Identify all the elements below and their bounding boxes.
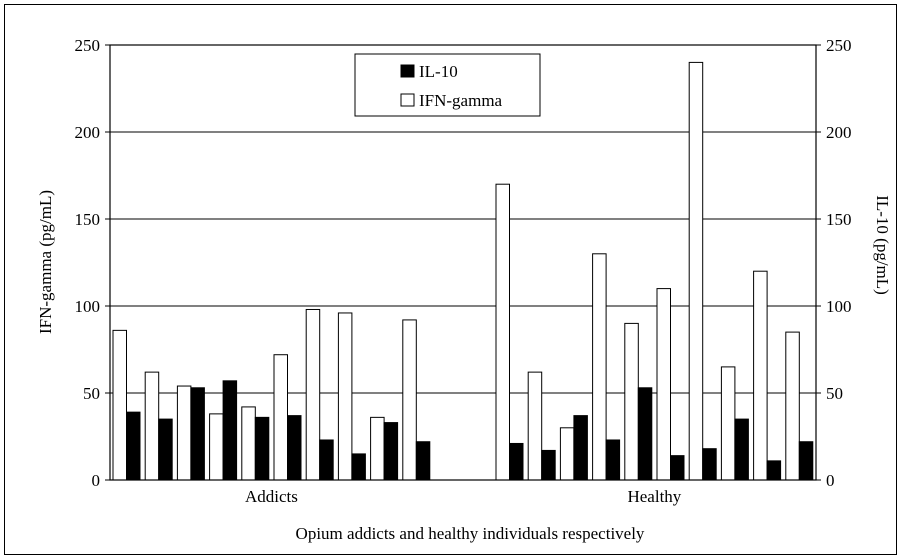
bar-il-10 (254, 416, 270, 481)
bar-ifn-gamma (273, 354, 288, 481)
bar-ifn-gamma (402, 319, 417, 481)
x-axis-title: Opium addicts and healthy individuals re… (296, 524, 645, 543)
bar-il-10 (222, 380, 238, 481)
bar-il-10 (415, 441, 431, 481)
bar-il-10 (637, 387, 653, 481)
gridlines (110, 131, 816, 394)
y-tick-label-right: 50 (826, 384, 843, 403)
y-tick-label-right: 150 (826, 210, 852, 229)
y-tick-label-left: 0 (92, 471, 101, 490)
bar-ifn-gamma (241, 406, 256, 481)
legend-label-il10: IL-10 (419, 62, 458, 81)
y-axis-left-title: IFN-gamma (pg/mL) (36, 190, 55, 334)
bar-il-10 (287, 415, 302, 481)
bar-il-10 (702, 448, 717, 481)
bar-ifn-gamma (688, 61, 704, 481)
x-category-labels: Addicts Healthy (245, 487, 682, 506)
bar-ifn-gamma (624, 322, 639, 481)
bar-il-10 (383, 422, 399, 481)
bar-il-10 (351, 453, 366, 481)
y-tick-label-left: 200 (75, 123, 101, 142)
legend-box (354, 53, 541, 117)
bar-il-10 (509, 442, 524, 481)
bar-ifn-gamma (559, 427, 575, 481)
x-category-label: Healthy (627, 487, 681, 506)
legend-label-ifn-gamma: IFN-gamma (419, 91, 503, 110)
x-category-label: Addicts (245, 487, 298, 506)
bar-ifn-gamma (144, 371, 160, 481)
y-tick-label-left: 250 (75, 36, 101, 55)
y-tick-label-left: 150 (75, 210, 101, 229)
bar-ifn-gamma (527, 371, 543, 481)
y-tick-labels: 0 0 50 50 100 100 150 150 200 200 250 250 (75, 36, 852, 490)
bar-il-10 (670, 455, 685, 481)
y-tick-label-right: 200 (826, 123, 852, 142)
bar-ifn-gamma (305, 308, 321, 481)
bar-ifn-gamma (495, 183, 510, 481)
plot-area-border (109, 44, 817, 481)
y-tick-label-right: 0 (826, 471, 835, 490)
bar-il-10 (798, 441, 814, 481)
legend-swatch-il10 (400, 64, 415, 78)
bar-ifn-gamma (656, 288, 671, 481)
y-tick-label-left: 100 (75, 297, 101, 316)
bar-il-10 (734, 418, 749, 481)
y-tick-label-right: 250 (826, 36, 852, 55)
bar-ifn-gamma (720, 366, 736, 481)
bar-il-10 (190, 387, 205, 481)
bar-ifn-gamma (785, 331, 800, 481)
y-tick-label-left: 50 (83, 384, 100, 403)
bar-il-10 (319, 439, 334, 481)
bar-il-10 (573, 415, 588, 481)
bar-ifn-gamma (337, 312, 353, 481)
bar-ifn-gamma (592, 253, 607, 481)
y-axis-right-title: IL-10 (pg/mL) (873, 195, 892, 295)
y-tick-label-right: 100 (826, 297, 852, 316)
bar-ifn-gamma (209, 413, 224, 481)
bar-ifn-gamma (176, 385, 192, 481)
legend: IL-10 IFN-gamma (354, 53, 541, 117)
bar-ifn-gamma (112, 329, 127, 481)
bars (112, 61, 814, 481)
legend-swatch-ifn-gamma (400, 93, 415, 107)
bar-il-10 (605, 439, 621, 481)
bar-il-10 (766, 460, 782, 481)
bar-il-10 (158, 418, 173, 481)
bar-ifn-gamma (753, 270, 768, 481)
bar-il-10 (126, 411, 141, 481)
bar-il-10 (541, 449, 556, 481)
bar-ifn-gamma (370, 416, 385, 481)
chart-frame (4, 4, 897, 555)
